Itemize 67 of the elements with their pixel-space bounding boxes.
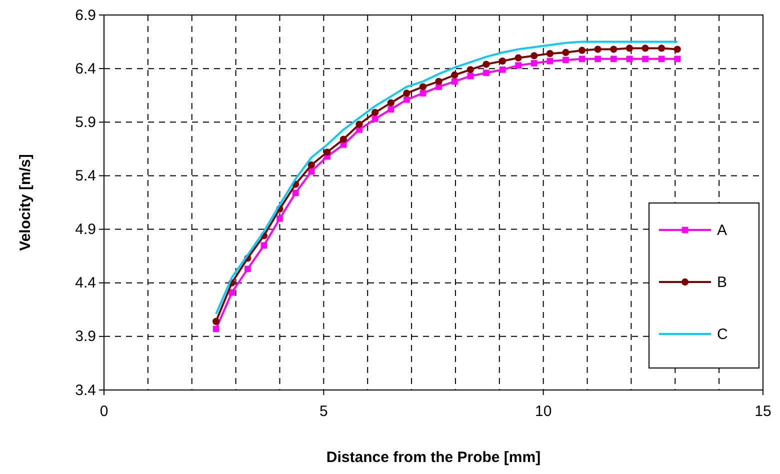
point	[594, 46, 602, 53]
point	[403, 90, 410, 97]
point	[356, 120, 363, 128]
point	[244, 266, 251, 272]
point	[562, 48, 570, 56]
point	[498, 58, 506, 65]
y-tick-label: 3.4	[75, 382, 96, 399]
point	[578, 56, 586, 62]
point	[387, 99, 394, 106]
point	[308, 161, 315, 169]
point	[562, 56, 569, 64]
point	[451, 71, 458, 79]
y-axis-title: Velocity [m/s]	[17, 154, 34, 251]
point	[435, 78, 442, 85]
point	[419, 83, 427, 90]
point	[420, 90, 426, 96]
point	[466, 66, 474, 74]
point	[626, 56, 633, 62]
point	[308, 168, 315, 175]
y-tick-label: 3.9	[75, 328, 96, 346]
point	[578, 46, 586, 54]
y-tick-label: 6.4	[75, 60, 96, 78]
point	[388, 106, 394, 112]
x-tick-label: 10	[534, 403, 552, 420]
point	[626, 44, 634, 52]
point	[642, 44, 649, 52]
point	[467, 72, 474, 80]
point	[482, 60, 490, 68]
x-axis-title: Distance from the Probe [mm]	[326, 449, 541, 466]
point	[372, 116, 378, 122]
point	[514, 54, 522, 62]
point	[546, 50, 554, 58]
point	[610, 56, 617, 62]
y-tick-label: 6.9	[75, 6, 96, 24]
point	[212, 318, 220, 325]
point	[515, 62, 522, 69]
point	[642, 56, 648, 62]
point	[372, 108, 379, 116]
point	[292, 190, 299, 196]
point	[260, 242, 268, 249]
point	[658, 44, 666, 52]
legend-label: C	[717, 326, 728, 343]
legend-label: A	[717, 222, 728, 239]
point	[324, 148, 331, 156]
point	[674, 46, 681, 53]
x-tick-label: 5	[319, 403, 328, 420]
point	[404, 96, 410, 103]
point	[212, 326, 220, 332]
point	[610, 46, 618, 53]
point	[276, 215, 283, 222]
point	[483, 70, 490, 76]
x-tick-label: 0	[100, 403, 108, 420]
point	[499, 66, 506, 73]
legend-label: B	[717, 274, 728, 291]
point	[340, 136, 348, 143]
point	[451, 78, 458, 85]
point	[530, 60, 538, 66]
point	[658, 56, 665, 62]
y-tick-label: 5.4	[75, 168, 96, 185]
point	[546, 58, 554, 64]
point	[530, 52, 538, 60]
x-tick-label: 15	[754, 403, 772, 420]
point	[674, 56, 680, 62]
y-tick-label: 4.9	[75, 221, 96, 238]
y-tick-label: 4.4	[75, 274, 96, 292]
y-tick-label: 5.9	[75, 114, 96, 131]
point	[594, 56, 601, 62]
